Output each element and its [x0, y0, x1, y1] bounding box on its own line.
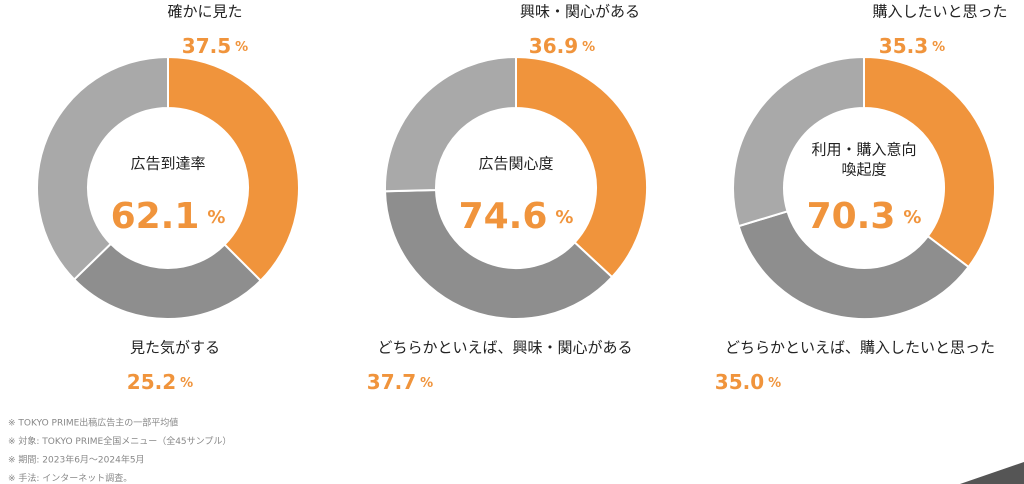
- center-label: 利用・購入意向: [811, 141, 916, 159]
- footnote: ※ 期間: 2023年6月～2024年5月: [8, 454, 145, 466]
- center-label: 広告関心度: [478, 155, 553, 173]
- donut-segment: [384, 55, 517, 193]
- donut-segment: [384, 188, 614, 320]
- center-number: 62.1: [111, 196, 200, 237]
- center-label: 喚起度: [841, 161, 886, 179]
- donut-segment: [72, 242, 263, 320]
- donut-segment: [36, 55, 169, 281]
- donut-segment: [863, 55, 996, 269]
- center-value: 70.3%: [807, 196, 922, 237]
- center-value: 74.6%: [459, 196, 574, 237]
- donut-segment: [737, 210, 970, 320]
- value-label: 35.0%: [715, 370, 781, 394]
- center-unit: %: [903, 207, 921, 228]
- value-number: 36.9: [529, 34, 578, 58]
- corner-decoration: [960, 462, 1024, 484]
- value-number: 35.3: [879, 34, 928, 58]
- footnote: ※ 手法: インターネット調査。: [8, 472, 132, 484]
- center-number: 74.6: [459, 196, 548, 237]
- donut-segment: [515, 55, 648, 279]
- value-unit: %: [932, 40, 945, 55]
- category-label: 確かに見た: [167, 3, 242, 21]
- value-label: 37.5%: [182, 34, 248, 58]
- value-unit: %: [420, 376, 433, 391]
- category-label: どちらかといえば、購入したいと思った: [725, 339, 995, 357]
- value-unit: %: [180, 376, 193, 391]
- category-label: 興味・関心がある: [520, 3, 640, 21]
- value-number: 37.5: [182, 34, 231, 58]
- donut-segment: [167, 55, 300, 283]
- value-label: 36.9%: [529, 34, 595, 58]
- center-unit: %: [555, 207, 573, 228]
- value-number: 35.0: [715, 370, 764, 394]
- value-label: 25.2%: [127, 370, 193, 394]
- category-label: どちらかといえば、興味・関心がある: [377, 339, 632, 357]
- center-number: 70.3: [807, 196, 896, 237]
- category-label: 見た気がする: [130, 339, 220, 357]
- category-label: 購入したいと思った: [872, 3, 1007, 21]
- center-label: 広告到達率: [130, 155, 205, 173]
- value-label: 35.3%: [879, 34, 945, 58]
- value-unit: %: [768, 376, 781, 391]
- footnote: ※ 対象: TOKYO PRIME全国メニュー（全45サンプル）: [8, 435, 231, 447]
- value-label: 37.7%: [367, 370, 433, 394]
- center-unit: %: [207, 207, 225, 228]
- value-unit: %: [235, 40, 248, 55]
- value-unit: %: [582, 40, 595, 55]
- donut-segment: [732, 55, 865, 228]
- footnote: ※ TOKYO PRIME出稿広告主の一部平均値: [8, 417, 178, 429]
- value-number: 25.2: [127, 370, 176, 394]
- value-number: 37.7: [367, 370, 416, 394]
- center-value: 62.1%: [111, 196, 226, 237]
